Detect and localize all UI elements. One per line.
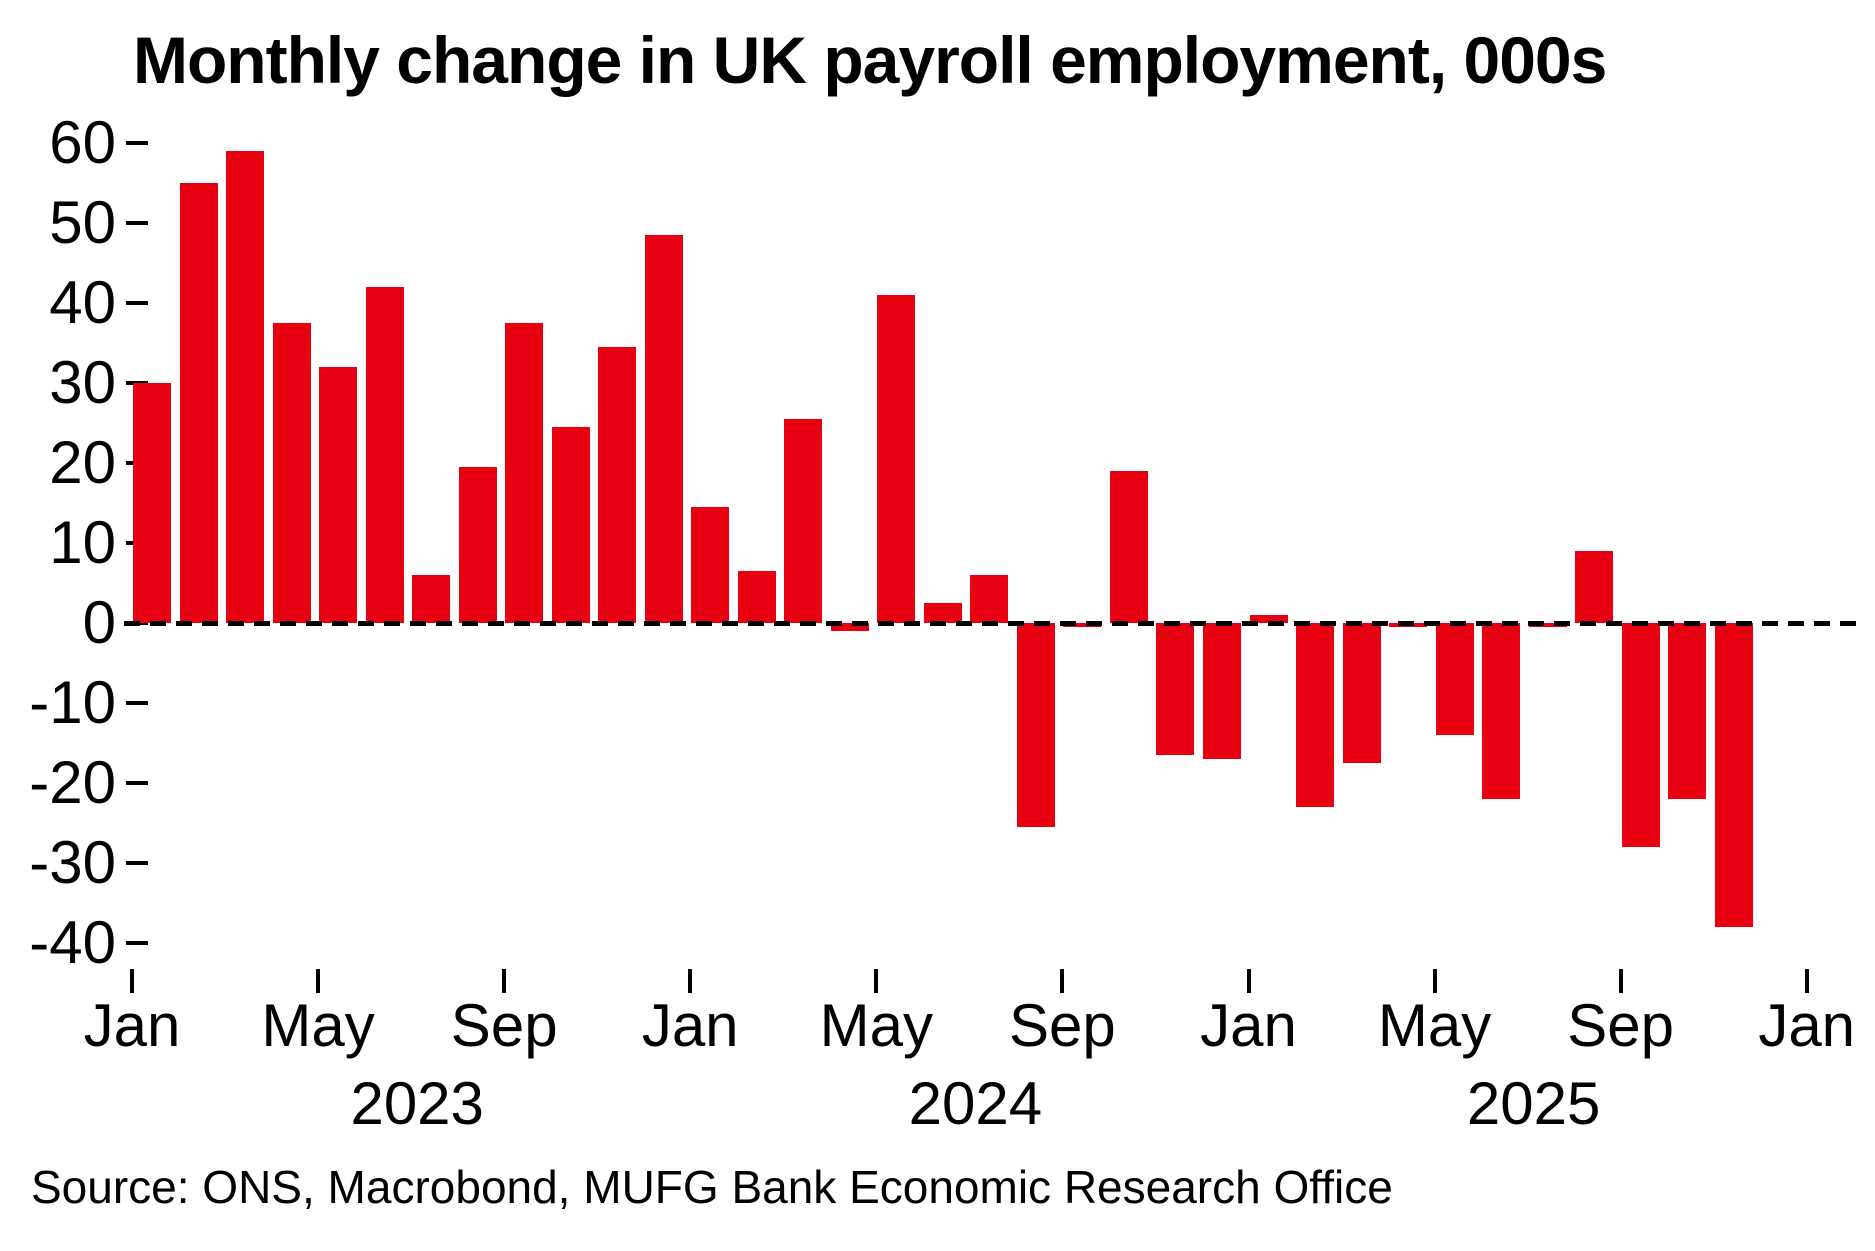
bar-apr-2024 — [830, 623, 869, 631]
bar-jul-2023 — [412, 575, 451, 623]
bar-feb-2025 — [1296, 623, 1334, 807]
bar-may-2025 — [1435, 623, 1474, 735]
x-axis-tick — [1804, 969, 1809, 993]
bar-mar-2024 — [784, 419, 823, 623]
y-axis-tick — [126, 781, 148, 785]
x-tick-label-sep: Sep — [450, 992, 558, 1059]
bar-sep-2025 — [1621, 623, 1660, 847]
x-tick-label-may: May — [819, 992, 933, 1059]
bar-jan-2025 — [1249, 615, 1288, 623]
bar-oct-2024 — [1109, 471, 1148, 623]
x-tick-label-sep: Sep — [1009, 992, 1116, 1059]
y-tick-label: 40 — [49, 269, 116, 336]
bar-dec-2024 — [1203, 623, 1241, 759]
bar-apr-2023 — [272, 323, 311, 623]
x-tick-label-may: May — [1377, 992, 1492, 1059]
bar-mar-2025 — [1342, 623, 1381, 763]
bar-jan-2023 — [133, 383, 171, 623]
x-axis-tick — [1060, 969, 1065, 993]
bar-oct-2023 — [551, 427, 590, 623]
y-axis-tick — [126, 301, 148, 305]
chart-title: Monthly change in UK payroll employment,… — [133, 23, 1607, 97]
bar-aug-2023 — [458, 467, 497, 623]
bar-may-2024 — [877, 295, 916, 623]
bar-nov-2025 — [1714, 623, 1753, 927]
bar-dec-2023 — [644, 235, 683, 623]
y-tick-label: -20 — [29, 749, 116, 816]
y-tick-label: -10 — [29, 669, 116, 736]
y-tick-label: -40 — [29, 909, 116, 976]
y-axis-tick — [126, 861, 148, 865]
bar-feb-2023 — [179, 183, 218, 623]
year-label-2025: 2025 — [1466, 1070, 1601, 1137]
x-tick-label-jan: Jan — [1200, 992, 1297, 1059]
x-axis-tick — [1618, 969, 1623, 993]
y-axis-tick — [126, 701, 148, 705]
bar-aug-2025 — [1575, 551, 1614, 623]
bar-sep-2023 — [505, 323, 544, 623]
x-axis-tick — [316, 969, 321, 993]
bar-jun-2025 — [1482, 623, 1521, 799]
y-tick-label: 20 — [49, 429, 116, 496]
bar-nov-2024 — [1156, 623, 1195, 755]
bar-oct-2025 — [1668, 623, 1707, 799]
x-tick-label-jan: Jan — [83, 992, 181, 1059]
bar-jun-2024 — [923, 603, 962, 623]
x-tick-label-jan: Jan — [641, 992, 739, 1059]
x-axis-tick — [130, 969, 134, 993]
y-tick-label: 10 — [49, 509, 116, 576]
x-axis-tick — [502, 969, 507, 993]
x-axis-tick — [874, 969, 879, 993]
y-tick-label: 50 — [49, 189, 116, 256]
y-axis-tick — [126, 941, 148, 945]
bar-mar-2023 — [226, 151, 264, 623]
y-tick-label: 0 — [82, 589, 116, 656]
x-tick-label-may: May — [261, 992, 375, 1059]
y-tick-label: 60 — [49, 109, 116, 176]
bar-nov-2023 — [598, 347, 637, 623]
y-axis-tick — [126, 141, 148, 145]
bar-may-2023 — [319, 367, 358, 623]
y-tick-label: 30 — [49, 349, 116, 416]
x-axis-tick — [688, 969, 693, 993]
bar-jan-2024 — [691, 507, 730, 623]
year-label-2024: 2024 — [908, 1070, 1043, 1137]
y-tick-label: -30 — [29, 829, 116, 896]
source-note: Source: ONS, Macrobond, MUFG Bank Econom… — [31, 1161, 1393, 1213]
x-tick-label-sep: Sep — [1567, 992, 1674, 1059]
x-axis-tick — [1246, 969, 1251, 993]
bar-aug-2024 — [1016, 623, 1055, 827]
zero-axis-line — [124, 620, 1864, 626]
x-axis-tick — [1432, 969, 1437, 993]
bar-feb-2024 — [737, 571, 776, 623]
bar-jun-2023 — [365, 287, 404, 623]
bar-jul-2024 — [970, 575, 1009, 623]
x-tick-label-jan: Jan — [1758, 992, 1856, 1059]
y-axis-tick — [126, 221, 148, 225]
year-label-2023: 2023 — [350, 1070, 484, 1137]
